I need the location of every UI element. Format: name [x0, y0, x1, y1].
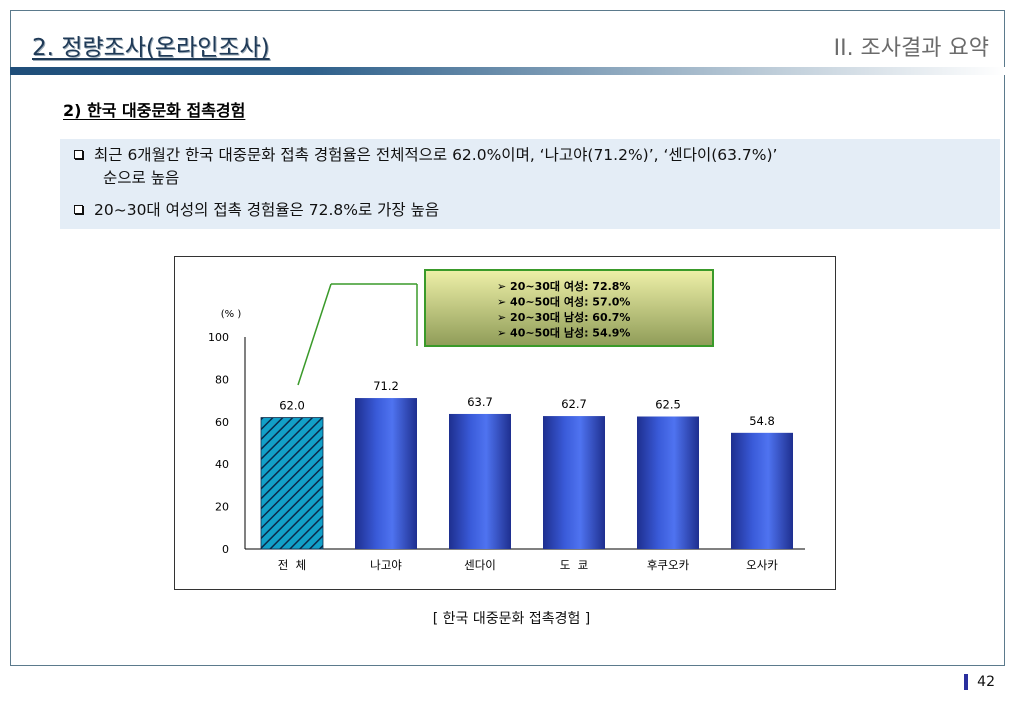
- page-number: 42: [977, 674, 995, 690]
- y-tick-label: 100: [208, 331, 229, 344]
- page-frame: [10, 10, 1005, 666]
- bullet-text-continued: 순으로 높음: [103, 169, 180, 187]
- summary-box: 최근 6개월간 한국 대중문화 접촉 경험율은 전체적으로 62.0%이며, ‘…: [60, 139, 1000, 229]
- callout-text: ➢ 40~50대 여성: 57.0%: [497, 295, 630, 309]
- bar-value-label: 62.7: [561, 397, 587, 411]
- bar: [543, 416, 605, 549]
- bar: [637, 416, 699, 549]
- chart-caption: [ 한국 대중문화 접촉경험 ]: [432, 611, 591, 627]
- checkbox-bullet-icon: [74, 150, 83, 159]
- callout-text: ➢ 40~50대 남성: 54.9%: [497, 326, 630, 340]
- checkbox-bullet-icon: [74, 205, 83, 214]
- x-tick-label: 도 쿄: [560, 558, 588, 572]
- header-divider: [10, 67, 1005, 75]
- x-tick-label: 오사카: [746, 558, 778, 572]
- y-axis-label: (% ): [221, 309, 242, 320]
- y-tick-label: 40: [215, 458, 229, 471]
- callout-box: [424, 269, 714, 347]
- y-tick-label: 20: [215, 501, 229, 514]
- bar: [260, 417, 324, 550]
- x-tick-label: 나고야: [370, 558, 402, 572]
- bar-value-label: 62.5: [655, 398, 681, 412]
- bar: [449, 413, 511, 549]
- callout-text: ➢ 20~30대 남성: 60.7%: [497, 310, 630, 324]
- bar: [731, 432, 793, 549]
- x-tick-label: 전 체: [278, 558, 306, 572]
- bar-chart: 0 20 40 60 80 100 (% ) 62.0 전 체 71.2 나고야 63.7 센다이 62…: [208, 269, 805, 572]
- bullet-item: 최근 6개월간 한국 대중문화 접촉 경험율은 전체적으로 62.0%이며, ‘…: [74, 144, 777, 190]
- bullet-item: 20~30대 여성의 접촉 경험율은 72.8%로 가장 높음: [74, 199, 439, 222]
- bullet-text: 최근 6개월간 한국 대중문화 접촉 경험율은 전체적으로 62.0%이며, ‘…: [94, 146, 778, 164]
- y-tick-label: 60: [215, 416, 229, 429]
- page-number-marker: [964, 674, 968, 690]
- bar-value-label: 63.7: [467, 395, 493, 409]
- y-tick-label: 80: [215, 373, 229, 386]
- section-label: II. 조사결과 요약: [833, 36, 989, 61]
- bar-value-label: 71.2: [373, 379, 399, 393]
- bar-value-label: 54.8: [749, 414, 775, 428]
- bar: [355, 398, 417, 549]
- y-tick-label: 0: [222, 543, 229, 556]
- bullet-text: 20~30대 여성의 접촉 경험율은 72.8%로 가장 높음: [94, 201, 440, 219]
- chart-container: 0 20 40 60 80 100 (% ) 62.0 전 체 71.2 나고야 63.7 센다이 62…: [174, 256, 836, 590]
- callout-text: ➢ 20~30대 여성: 72.8%: [497, 279, 630, 293]
- subsection-title: 2) 한국 대중문화 접촉경험: [63, 101, 246, 120]
- page-title: 2. 정량조사(온라인조사): [32, 35, 270, 61]
- x-tick-label: 센다이: [464, 558, 496, 572]
- callout-pointer: [297, 283, 332, 386]
- x-tick-label: 후쿠오카: [647, 558, 690, 572]
- bar-value-label: 62.0: [279, 399, 305, 413]
